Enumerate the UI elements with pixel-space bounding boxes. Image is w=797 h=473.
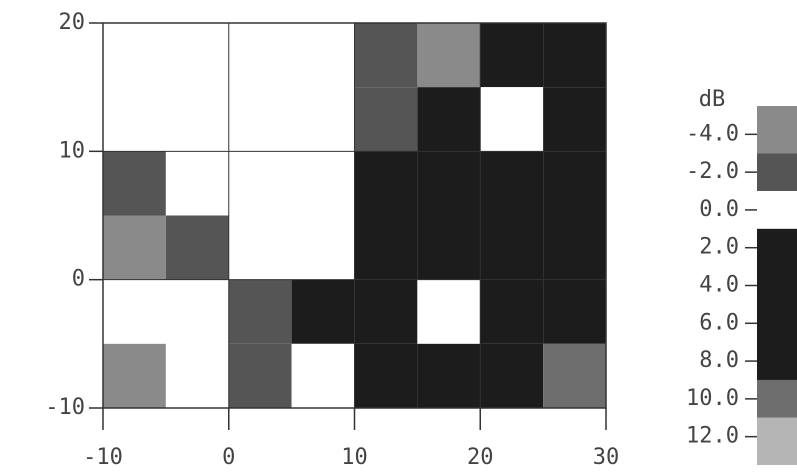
heat-cell bbox=[103, 279, 166, 344]
heat-cell bbox=[543, 23, 606, 88]
colorbar-tick-label: 12.0 bbox=[686, 424, 739, 449]
heat-cell bbox=[354, 215, 418, 280]
heat-cell bbox=[165, 279, 229, 344]
colorbar-segment bbox=[757, 228, 797, 380]
colorbar-segment bbox=[757, 106, 797, 154]
heat-cell bbox=[417, 343, 481, 408]
heat-cell bbox=[480, 215, 544, 280]
heat-cell bbox=[165, 87, 229, 152]
heat-cell bbox=[417, 279, 481, 344]
heat-cell bbox=[103, 343, 166, 408]
colorbar-segment bbox=[757, 191, 797, 229]
x-tick-label: 0 bbox=[222, 445, 235, 470]
y-tick-label: 10 bbox=[59, 138, 86, 163]
colorbar-tick-label: 6.0 bbox=[699, 310, 739, 335]
heat-cell bbox=[228, 279, 292, 344]
colorbar-segment bbox=[757, 153, 797, 192]
colorbar-segment bbox=[757, 379, 797, 418]
y-tick-label: 20 bbox=[59, 10, 86, 35]
heat-cell bbox=[228, 87, 292, 152]
plot-frame bbox=[102, 22, 607, 409]
colorbar-segment bbox=[757, 417, 797, 465]
heat-cell bbox=[354, 343, 418, 408]
y-tick-label: 0 bbox=[72, 267, 85, 292]
heat-cell bbox=[354, 151, 418, 216]
heat-cell bbox=[291, 23, 355, 88]
heat-cell bbox=[291, 279, 355, 344]
x-tick-label: 20 bbox=[467, 445, 494, 470]
heat-cell bbox=[228, 215, 292, 280]
heat-cell bbox=[543, 215, 606, 280]
colorbar-tick-label: 4.0 bbox=[699, 273, 739, 298]
heat-cell bbox=[228, 343, 292, 408]
heat-cell bbox=[354, 23, 418, 88]
x-tick-label: 30 bbox=[593, 445, 620, 470]
heat-cell bbox=[480, 87, 544, 152]
heat-cell bbox=[543, 151, 606, 216]
heat-cell bbox=[417, 87, 481, 152]
heat-cell bbox=[543, 343, 606, 408]
heat-cell bbox=[417, 151, 481, 216]
heat-cell bbox=[165, 151, 229, 216]
heat-cell bbox=[417, 215, 481, 280]
colorbar-tick-label: 8.0 bbox=[699, 348, 739, 373]
x-tick-label: 10 bbox=[341, 445, 368, 470]
heat-cell bbox=[165, 23, 229, 88]
heat-cell bbox=[291, 87, 355, 152]
heat-cell bbox=[291, 215, 355, 280]
heat-cell bbox=[543, 279, 606, 344]
heat-cell bbox=[417, 23, 481, 88]
colorbar-tick-label: 10.0 bbox=[686, 386, 739, 411]
heat-cell bbox=[103, 23, 166, 88]
heat-cell bbox=[543, 87, 606, 152]
colorbar-label: dB bbox=[699, 87, 726, 112]
heat-cell bbox=[480, 343, 544, 408]
heat-cell bbox=[354, 279, 418, 344]
heat-cell bbox=[228, 23, 292, 88]
colorbar-tick-label: -4.0 bbox=[686, 121, 739, 146]
heat-cell bbox=[103, 87, 166, 152]
colorbar-tick-label: 2.0 bbox=[699, 235, 739, 260]
heat-cell bbox=[354, 87, 418, 152]
colorbar-tick-label: -2.0 bbox=[686, 159, 739, 184]
colorbar-tick-label: 0.0 bbox=[699, 197, 739, 222]
heat-cell bbox=[291, 343, 355, 408]
heat-cell bbox=[480, 279, 544, 344]
y-tick-label: -10 bbox=[45, 395, 85, 420]
heat-cell bbox=[228, 151, 292, 216]
heat-cell bbox=[165, 215, 229, 280]
heat-cell bbox=[103, 215, 166, 280]
heat-cell bbox=[480, 151, 544, 216]
heat-cell bbox=[103, 151, 166, 216]
x-tick-label: -10 bbox=[83, 445, 123, 470]
heat-cell bbox=[165, 343, 229, 408]
heat-cell bbox=[480, 23, 544, 88]
heat-cell bbox=[291, 151, 355, 216]
